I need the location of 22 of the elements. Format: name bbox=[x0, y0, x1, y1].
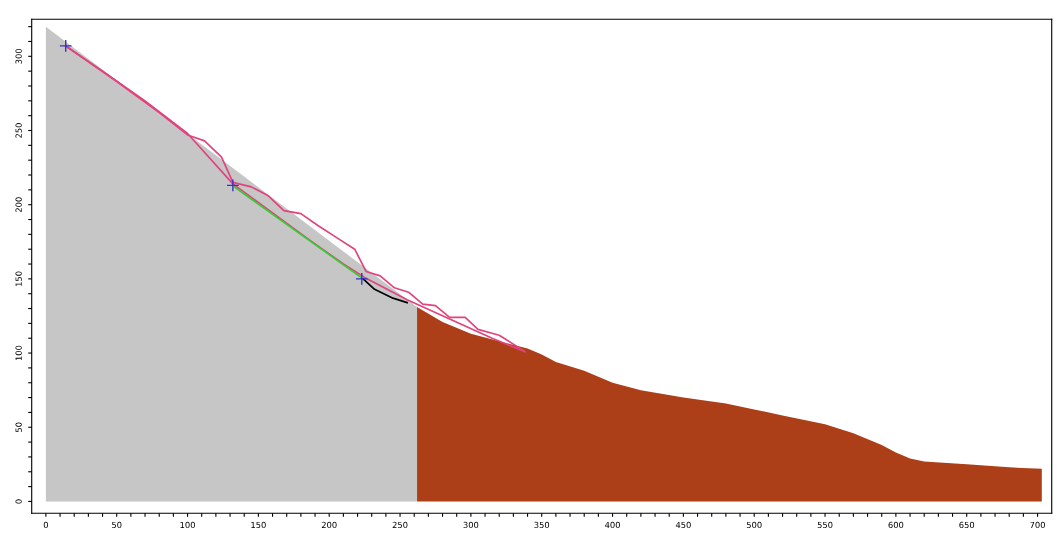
x-tick-label: 100 bbox=[180, 521, 195, 529]
x-tick-label: 350 bbox=[534, 521, 550, 529]
x-tick-label: 0 bbox=[43, 521, 48, 529]
x-tick-label: 400 bbox=[605, 521, 620, 529]
x-tick-label: 650 bbox=[959, 521, 975, 529]
x-tick-label: 150 bbox=[251, 521, 266, 529]
x-tick-label: 450 bbox=[675, 521, 691, 529]
x-tick-label: 550 bbox=[817, 521, 833, 529]
y-tick-label: 150 bbox=[15, 271, 22, 286]
x-tick-label: 200 bbox=[321, 521, 337, 529]
x-tick-label: 250 bbox=[392, 521, 408, 529]
y-tick-label: 0 bbox=[15, 499, 22, 504]
y-tick-label: 50 bbox=[15, 422, 22, 432]
y-tick-label: 300 bbox=[15, 48, 22, 64]
x-tick-label: 50 bbox=[112, 521, 122, 529]
x-tick-label: 700 bbox=[1030, 521, 1045, 529]
y-tick-label: 100 bbox=[15, 345, 22, 361]
y-tick-label: 250 bbox=[15, 123, 22, 138]
x-tick-label: 600 bbox=[888, 521, 904, 529]
x-tick-label: 300 bbox=[463, 521, 479, 529]
y-tick-label: 200 bbox=[15, 197, 22, 213]
x-tick-label: 500 bbox=[746, 521, 762, 529]
